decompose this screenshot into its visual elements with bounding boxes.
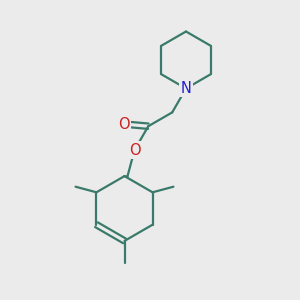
Text: O: O — [129, 142, 140, 158]
Text: O: O — [118, 117, 130, 132]
Text: N: N — [181, 81, 191, 96]
